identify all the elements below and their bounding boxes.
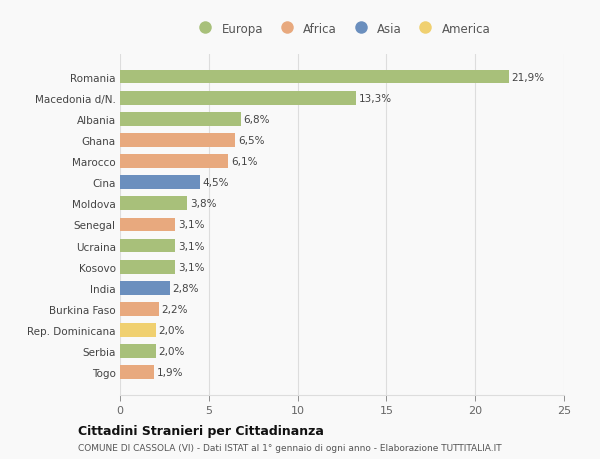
- Bar: [120, 155, 229, 168]
- Bar: [120, 260, 175, 274]
- Text: 2,0%: 2,0%: [158, 347, 185, 356]
- Bar: [120, 366, 154, 379]
- Bar: [120, 134, 235, 147]
- Text: 2,8%: 2,8%: [172, 283, 199, 293]
- Bar: [120, 218, 175, 232]
- Bar: [120, 176, 200, 190]
- Bar: [120, 345, 155, 358]
- Text: 6,8%: 6,8%: [244, 115, 270, 124]
- Bar: [120, 71, 509, 84]
- Text: 6,1%: 6,1%: [231, 157, 257, 167]
- Text: 3,1%: 3,1%: [178, 241, 204, 251]
- Text: 1,9%: 1,9%: [157, 368, 183, 377]
- Text: COMUNE DI CASSOLA (VI) - Dati ISTAT al 1° gennaio di ogni anno - Elaborazione TU: COMUNE DI CASSOLA (VI) - Dati ISTAT al 1…: [78, 443, 502, 452]
- Text: 3,8%: 3,8%: [190, 199, 217, 209]
- Bar: [120, 239, 175, 253]
- Text: 2,2%: 2,2%: [162, 304, 188, 314]
- Legend: Europa, Africa, Asia, America: Europa, Africa, Asia, America: [191, 20, 493, 38]
- Bar: [120, 197, 187, 211]
- Text: Cittadini Stranieri per Cittadinanza: Cittadini Stranieri per Cittadinanza: [78, 424, 324, 437]
- Bar: [120, 281, 170, 295]
- Bar: [120, 112, 241, 126]
- Text: 13,3%: 13,3%: [359, 94, 392, 103]
- Text: 3,1%: 3,1%: [178, 220, 204, 230]
- Text: 3,1%: 3,1%: [178, 262, 204, 272]
- Text: 2,0%: 2,0%: [158, 325, 185, 335]
- Bar: [120, 324, 155, 337]
- Text: 6,5%: 6,5%: [238, 135, 265, 146]
- Bar: [120, 92, 356, 105]
- Text: 4,5%: 4,5%: [203, 178, 229, 188]
- Text: 21,9%: 21,9%: [512, 73, 545, 82]
- Bar: [120, 302, 159, 316]
